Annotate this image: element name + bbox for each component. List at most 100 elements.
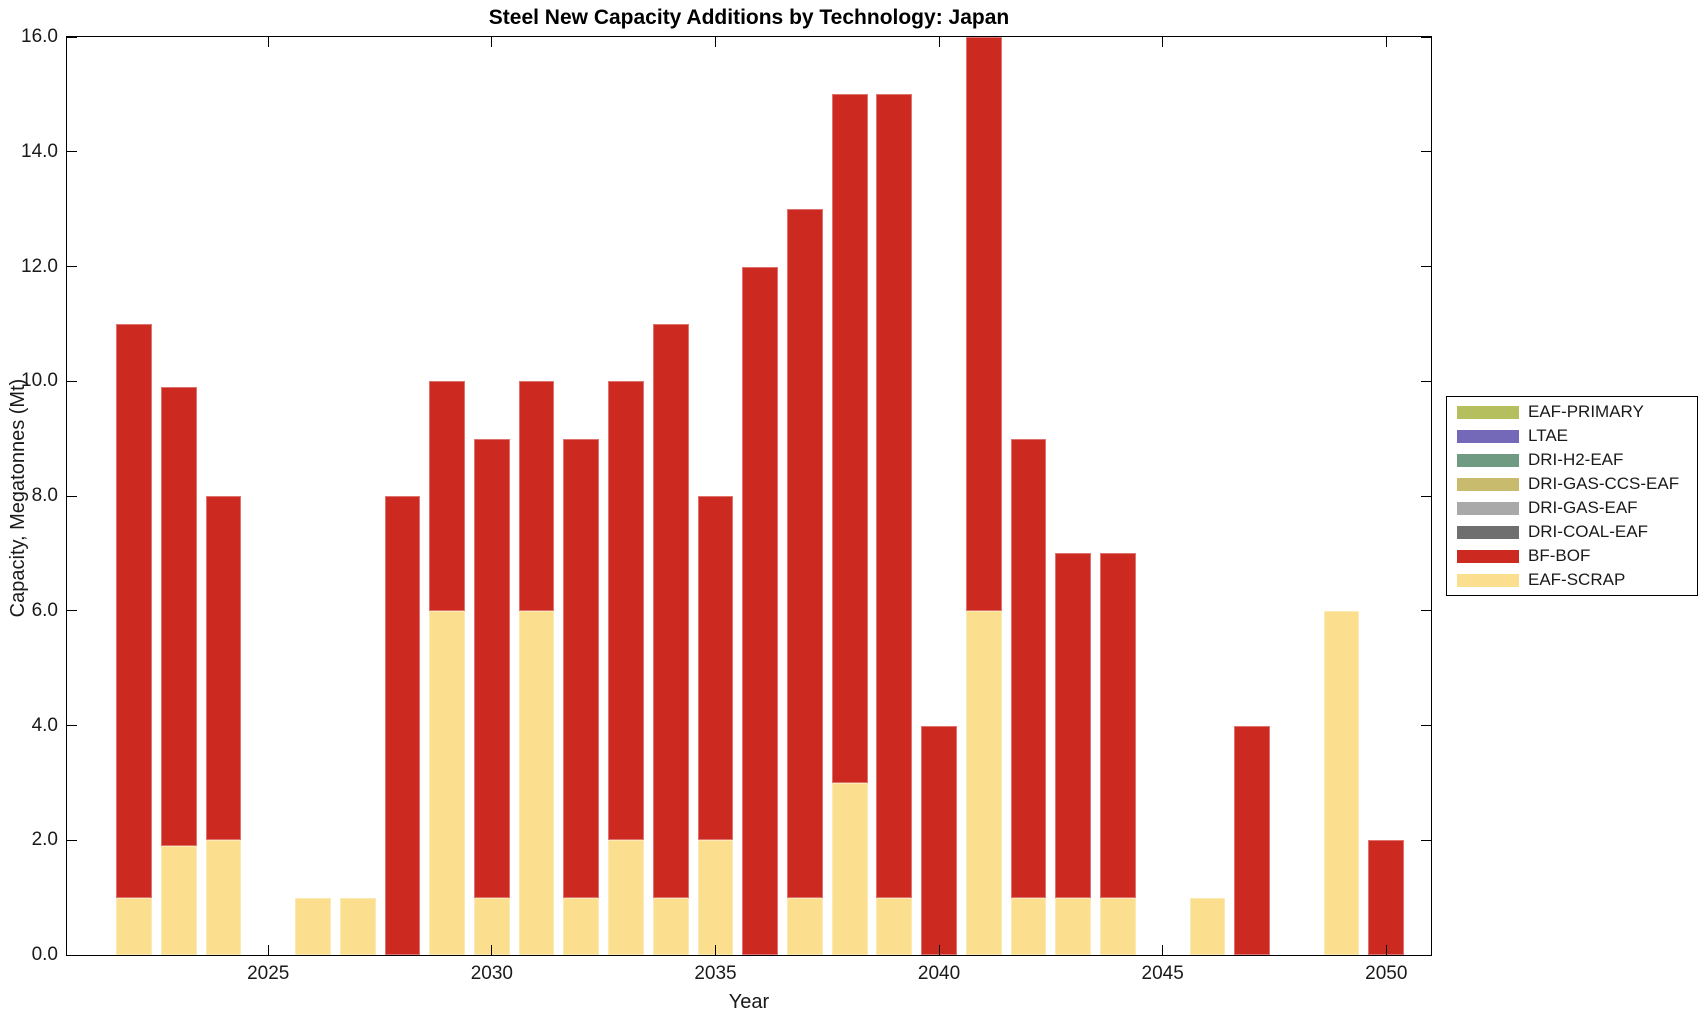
bar-2039-bf-bof (876, 94, 913, 898)
legend-swatch-dri-h2-eaf (1457, 453, 1519, 467)
bar-2031-eaf-scrap (518, 610, 555, 955)
bar-2041-eaf-scrap (965, 610, 1002, 955)
y-tick-label-10: 10.0 (21, 370, 58, 392)
y-tick-2 (67, 839, 77, 841)
x-tick-label-2050: 2050 (1365, 963, 1408, 984)
x-tick-label-2025: 2025 (247, 963, 290, 984)
legend-item-dri-h2-eaf: DRI-H2-EAF (1447, 448, 1697, 472)
bar-2037-bf-bof (787, 209, 823, 898)
y-tick-0 (67, 954, 77, 956)
y-tick-16 (67, 36, 77, 38)
y-tick-right-16 (1421, 36, 1431, 38)
bar-2043-eaf-scrap (1055, 897, 1092, 955)
bar-2029-eaf-scrap (429, 610, 465, 955)
y-tick-label-4: 4.0 (31, 714, 58, 736)
bar-2040-bf-bof (921, 725, 957, 955)
bar-2032-eaf-scrap (563, 897, 600, 955)
y-tick-label-2: 2.0 (31, 829, 58, 851)
bar-2042-bf-bof (1010, 438, 1047, 898)
y-tick-right-2 (1421, 839, 1431, 841)
x-tick-label-2035: 2035 (694, 963, 737, 984)
legend-swatch-bf-bof (1457, 549, 1519, 563)
bar-2033-eaf-scrap (608, 840, 644, 955)
legend-item-ltae: LTAE (1447, 424, 1697, 448)
bar-2036-bf-bof (742, 266, 779, 955)
bar-2034-bf-bof (652, 323, 689, 898)
y-tick-label-16: 16.0 (21, 26, 58, 47)
x-tick-2040 (938, 945, 940, 955)
x-axis-label: Year (728, 991, 770, 1013)
legend-label: DRI-GAS-CCS-EAF (1528, 474, 1680, 493)
y-tick-right-0 (1421, 954, 1431, 956)
y-tick-right-10 (1421, 380, 1431, 382)
legend-item-eaf-scrap: EAF-SCRAP (1447, 568, 1697, 592)
legend-item-bf-bof: BF-BOF (1447, 544, 1697, 568)
y-tick-label-12: 12.0 (21, 255, 58, 277)
bar-2049-eaf-scrap (1323, 610, 1360, 955)
bar-2026-eaf-scrap (295, 897, 331, 955)
bar-2050-bf-bof (1368, 840, 1405, 955)
bar-2022-eaf-scrap (116, 897, 152, 955)
bar-2028-bf-bof (384, 496, 421, 955)
bar-2044-eaf-scrap (1100, 897, 1136, 955)
legend-item-dri-gas-ccs-eaf: DRI-GAS-CCS-EAF (1447, 472, 1697, 496)
bar-2022-bf-bof (116, 323, 152, 898)
y-tick-right-4 (1421, 725, 1431, 726)
y-tick-label-8: 8.0 (31, 485, 58, 506)
x-tick-top-2035 (714, 37, 716, 47)
legend-item-dri-coal-eaf: DRI-COAL-EAF (1447, 520, 1697, 544)
bar-2024-bf-bof (205, 496, 242, 841)
x-tick-label-2045: 2045 (1141, 963, 1184, 984)
legend-box: EAF-PRIMARY LTAE DRI-H2-EAF DRI-GAS-CCS-EAF… (1446, 396, 1698, 596)
y-tick-10 (67, 380, 77, 382)
bar-2038-bf-bof (831, 94, 868, 783)
x-tick-top-2025 (267, 37, 269, 47)
x-tick-label-2040: 2040 (917, 963, 961, 984)
x-tick-top-2030 (491, 37, 493, 47)
y-tick-label-0: 0.0 (31, 944, 58, 965)
legend-label: DRI-H2-EAF (1528, 450, 1624, 469)
legend-item-dri-gas-eaf: DRI-GAS-EAF (1447, 496, 1697, 520)
legend-label: EAF-PRIMARY (1528, 402, 1644, 421)
bar-2039-eaf-scrap (876, 897, 913, 955)
x-tick-2035 (714, 945, 716, 955)
chart-title: Steel New Capacity Additions by Technolo… (488, 6, 1010, 29)
y-tick-right-14 (1421, 151, 1431, 153)
y-tick-8 (67, 495, 77, 497)
x-tick-2050 (1385, 945, 1387, 955)
legend-swatch-eaf-primary (1457, 405, 1519, 419)
bar-2034-eaf-scrap (652, 897, 689, 955)
legend-swatch-eaf-scrap (1457, 573, 1519, 587)
bar-2033-bf-bof (608, 381, 644, 841)
x-tick-top-2045 (1162, 37, 1164, 47)
y-tick-label-6: 6.0 (31, 599, 58, 621)
y-tick-14 (67, 151, 77, 153)
bar-2027-eaf-scrap (339, 897, 376, 955)
bar-2023-eaf-scrap (160, 846, 197, 955)
legend-swatch-dri-coal-eaf (1457, 525, 1519, 539)
bar-2024-eaf-scrap (205, 840, 242, 955)
bar-2035-bf-bof (697, 496, 734, 841)
legend-label: DRI-GAS-EAF (1528, 498, 1638, 517)
y-tick-12 (67, 266, 77, 267)
legend-swatch-ltae (1457, 429, 1519, 443)
x-tick-top-2050 (1385, 37, 1387, 47)
legend-label: BF-BOF (1528, 546, 1591, 565)
bar-2029-bf-bof (429, 381, 465, 611)
legend-swatch-dri-gas-ccs-eaf (1457, 477, 1519, 491)
legend-label: DRI-COAL-EAF (1528, 522, 1648, 541)
x-tick-2025 (267, 945, 269, 955)
x-tick-2045 (1162, 945, 1164, 955)
y-tick-right-6 (1421, 610, 1431, 612)
bar-2041-bf-bof (965, 37, 1002, 611)
legend-swatch-dri-gas-eaf (1457, 501, 1519, 515)
y-tick-4 (67, 725, 77, 726)
bar-2032-bf-bof (563, 438, 600, 898)
plot-area (66, 36, 1432, 956)
legend-label: EAF-SCRAP (1528, 570, 1626, 589)
x-tick-label-2030: 2030 (470, 963, 513, 984)
bar-2043-bf-bof (1055, 553, 1092, 898)
bar-2035-eaf-scrap (697, 840, 734, 955)
bar-2044-bf-bof (1100, 553, 1136, 898)
